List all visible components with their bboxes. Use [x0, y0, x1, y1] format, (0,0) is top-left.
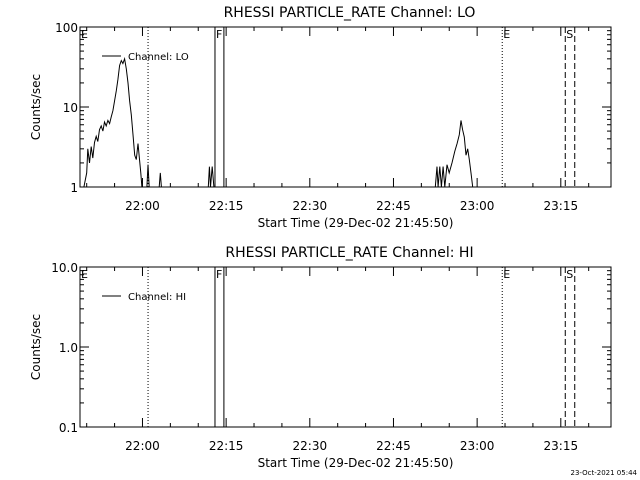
legend-label: Channel: HI	[128, 292, 186, 303]
event-marker-label: F	[216, 28, 222, 41]
y-tick-label: 1	[70, 181, 78, 195]
y-tick-label: 10.0	[51, 261, 78, 275]
x-axis-label: Start Time (29-Dec-02 21:45:50)	[258, 216, 454, 230]
x-tick-label: 22:15	[209, 439, 244, 453]
x-axis-label: Start Time (29-Dec-02 21:45:50)	[258, 456, 454, 470]
x-tick-label: 22:45	[376, 439, 411, 453]
y-tick-label: 10	[63, 101, 78, 115]
x-tick-label: 23:15	[544, 439, 579, 453]
event-marker-label: E	[503, 268, 510, 281]
x-tick-label: 22:30	[293, 199, 328, 213]
x-tick-label: 23:00	[460, 199, 495, 213]
footer-timestamp: 23-Oct-2021 05:44	[571, 469, 638, 477]
series-line	[83, 56, 474, 188]
plot-frame	[79, 26, 612, 188]
event-marker-label: E	[81, 268, 88, 281]
chart-title: RHESSI PARTICLE_RATE Channel: HI	[225, 245, 473, 261]
chart-title: RHESSI PARTICLE_RATE Channel: LO	[224, 5, 476, 21]
y-axis-label: Counts/sec	[29, 314, 43, 380]
y-axis-label: Counts/sec	[29, 74, 43, 140]
event-marker-label: S	[566, 268, 573, 281]
x-tick-label: 23:00	[460, 439, 495, 453]
lo-channel-panel: RHESSI PARTICLE_RATE Channel: LO Counts/s…	[29, 5, 612, 230]
x-tick-label: 22:15	[209, 199, 244, 213]
event-marker-label: F	[216, 268, 222, 281]
x-tick-label: 22:00	[125, 439, 160, 453]
x-tick-label: 22:45	[376, 199, 411, 213]
x-tick-label: 23:15	[544, 199, 579, 213]
event-marker-label: E	[81, 28, 88, 41]
x-tick-label: 22:00	[125, 199, 160, 213]
x-tick-label: 22:30	[293, 439, 328, 453]
y-tick-label: 1.0	[59, 341, 78, 355]
y-tick-label: 100	[55, 21, 78, 35]
y-tick-label: 0.1	[59, 421, 78, 435]
event-marker-label: S	[566, 28, 573, 41]
event-marker-label: E	[503, 28, 510, 41]
legend-label: Channel: LO	[128, 52, 189, 63]
plot-frame	[79, 266, 612, 428]
hi-channel-panel: RHESSI PARTICLE_RATE Channel: HI Counts/s…	[29, 245, 612, 470]
